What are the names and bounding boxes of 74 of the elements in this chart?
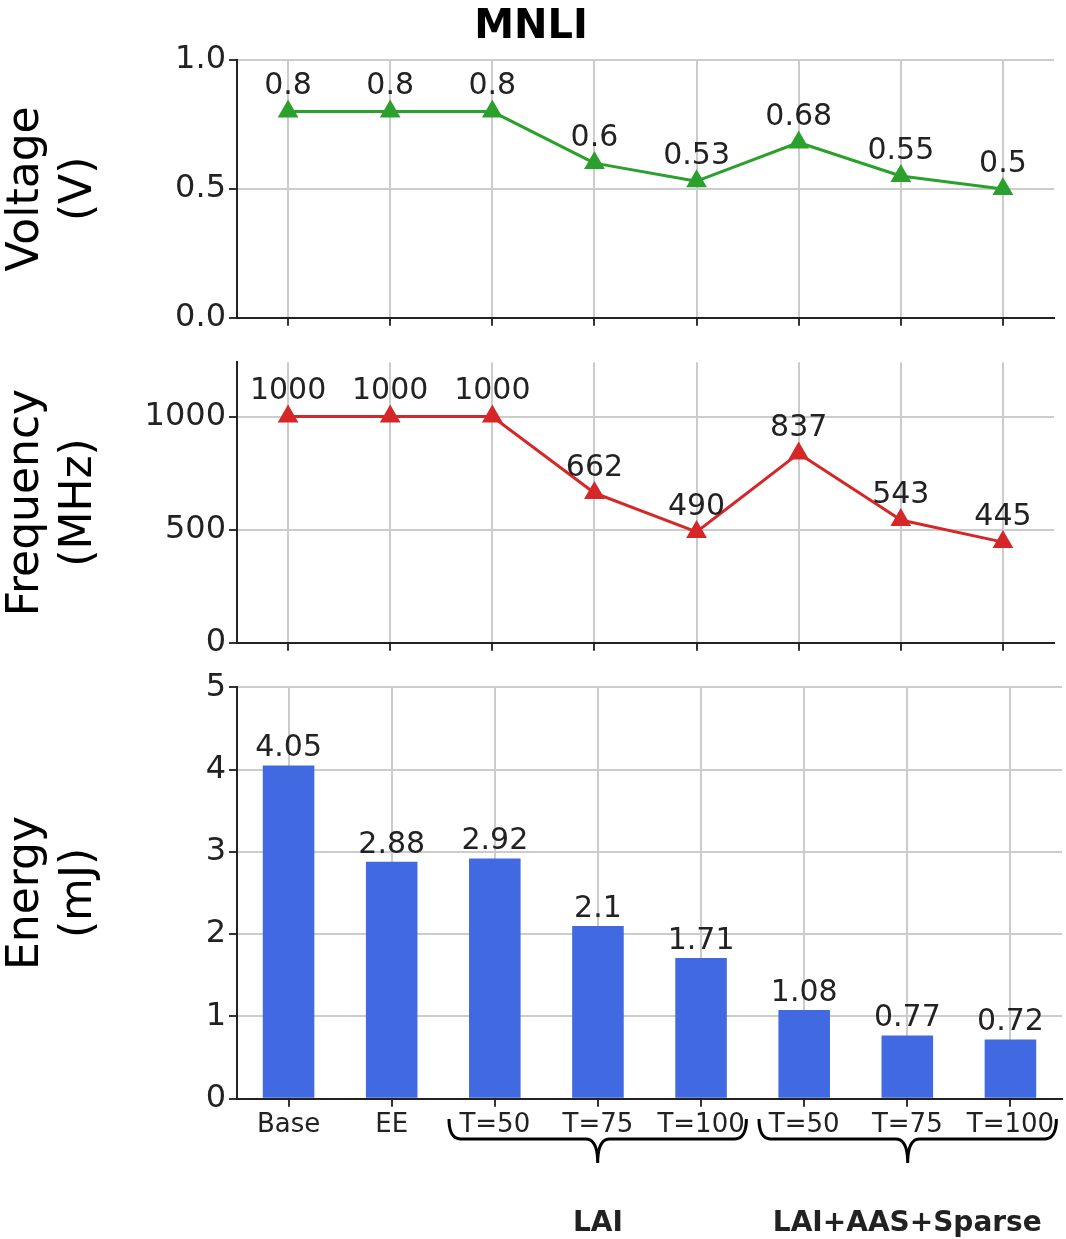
y-tick-label: 3 [205,830,226,869]
y-tick-label: 1000 [144,394,226,433]
point [278,101,298,118]
point [789,132,808,149]
data-label: 2.1 [574,888,622,924]
data-label: 0.8 [468,66,517,102]
data-label: 0.8 [264,66,312,102]
data-label: 1000 [249,371,327,407]
x-tick-label: EE [375,1108,409,1139]
y-tick-label: 5 [205,665,226,704]
y-axis-title: Energy (mJ) [0,815,101,971]
point [585,152,604,170]
data-label: 2.92 [461,821,529,857]
point [891,509,911,526]
data-label: 0.6 [570,117,619,153]
text: LAI [572,1205,623,1238]
point [993,178,1013,195]
point [483,406,502,423]
point [687,521,706,538]
data-label: 490 [667,486,726,522]
x-tick-label: T=75 [870,1108,943,1139]
data-label: 0.77 [873,998,941,1034]
point [891,165,911,183]
y-tick-label: 0 [205,621,226,660]
y-tick-label: 0.5 [175,167,226,206]
data-label: 0.53 [663,135,730,171]
x-tick-label: T=100 [965,1108,1055,1139]
data-label: 0.8 [366,66,415,102]
x-tick-label: T=100 [656,1108,745,1139]
bar [365,861,418,1098]
bar [881,1035,934,1098]
x-tick-label: T=75 [561,1108,634,1139]
bar [262,765,315,1098]
y-tick-label: 1.0 [175,38,226,77]
x-tick-label: T=50 [767,1108,840,1139]
y-axis-title: Frequency (MHz) [0,388,101,617]
y-axis-title: Voltage (V) [0,106,101,272]
data-label: 1.08 [770,972,838,1008]
point [380,101,400,118]
y-tick-label: 500 [164,507,226,546]
data-label: 0.68 [765,97,833,133]
y-tick-label: 4 [205,747,226,786]
data-label: 0.72 [977,1002,1044,1038]
y-tick-label: 0 [205,1077,226,1116]
data-label: 1000 [454,371,531,407]
point [380,406,400,423]
point [585,482,604,499]
data-label: 4.05 [255,728,322,764]
bar [469,858,521,1098]
data-label: 0.55 [867,130,935,166]
data-label: 662 [565,447,624,483]
x-tick-label: Base [256,1108,321,1139]
y-tick-label: 2 [205,912,226,951]
bar [572,925,624,1098]
data-label: 0.5 [979,143,1027,179]
y-tick-label: 1 [205,994,226,1033]
y-tick-label: 0.0 [175,296,226,335]
data-label: 2.88 [358,824,426,860]
point [278,406,298,423]
point [993,531,1013,549]
point [687,170,706,188]
text: LAI+AAS+Sparse [772,1205,1042,1238]
bar [984,1039,1037,1098]
x-tick-label: T=50 [458,1108,531,1139]
data-label: 1000 [352,371,429,407]
bar [778,1009,830,1098]
data-label: 543 [872,474,930,510]
data-label: 445 [974,496,1032,532]
data-label: 837 [770,408,828,444]
point [789,442,808,460]
data-label: 1.71 [667,920,735,956]
bar [675,958,727,1098]
chart-title: MNLI [474,1,588,48]
point [483,101,502,118]
